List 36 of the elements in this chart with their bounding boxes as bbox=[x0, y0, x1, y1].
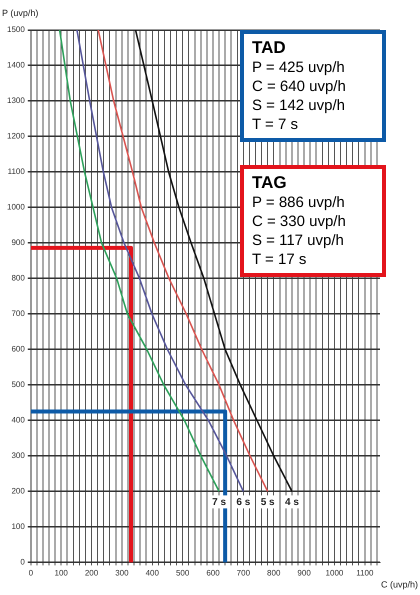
y-tick-label: 1000 bbox=[7, 202, 26, 212]
y-tick-label: 1200 bbox=[7, 132, 26, 141]
y-tick-label: 300 bbox=[11, 451, 26, 460]
annotation: TAD P = 425 uvp/h C = 640 uvp/h S = 142 uvp/h T = 7 s bbox=[240, 30, 386, 142]
x-tick-label: 300 bbox=[115, 568, 130, 578]
y-tick-label: 1100 bbox=[8, 167, 26, 176]
y-tick-label: 500 bbox=[11, 380, 26, 390]
y-tick-label: 700 bbox=[11, 309, 26, 318]
annotation: TAG P = 886 uvp/h C = 330 uvp/h S = 117 uvp/h T = 17 s bbox=[240, 165, 386, 277]
series-label: 7 s bbox=[212, 497, 226, 508]
x-tick-label: 800 bbox=[267, 568, 281, 578]
y-tick-label: 400 bbox=[11, 416, 26, 425]
y-tick-label: 1400 bbox=[7, 60, 26, 70]
y-axis-title: P (uvp/h) bbox=[2, 8, 38, 18]
x-tick-label: 500 bbox=[176, 568, 190, 578]
x-tick-label: 400 bbox=[146, 568, 160, 578]
x-tick-label: 700 bbox=[236, 568, 251, 578]
series-label: 6 s bbox=[236, 497, 251, 508]
x-tick-label: 0 bbox=[28, 568, 34, 578]
y-tick-label: 200 bbox=[11, 486, 26, 496]
series-label: 5 s bbox=[260, 497, 276, 508]
x-tick-label: 1000 bbox=[326, 568, 344, 578]
series-label: 4 s bbox=[284, 497, 300, 508]
y-tick-label: 600 bbox=[11, 344, 26, 354]
x-tick-label: 100 bbox=[54, 568, 68, 578]
x-tick-label: 200 bbox=[84, 568, 99, 578]
y-tick-label: 800 bbox=[11, 274, 26, 283]
y-tick-label: 100 bbox=[11, 522, 26, 532]
x-tick-label: 1100 bbox=[356, 568, 374, 578]
y-tick-label: 1500 bbox=[7, 25, 26, 34]
y-tick-label: 900 bbox=[11, 238, 26, 248]
x-tick-label: 600 bbox=[206, 568, 220, 578]
x-axis-title: C (uvp/h) bbox=[380, 579, 418, 590]
x-tick-label: 900 bbox=[297, 568, 312, 578]
y-tick-label: 0 bbox=[20, 558, 26, 567]
y-tick-label: 1300 bbox=[7, 96, 26, 106]
